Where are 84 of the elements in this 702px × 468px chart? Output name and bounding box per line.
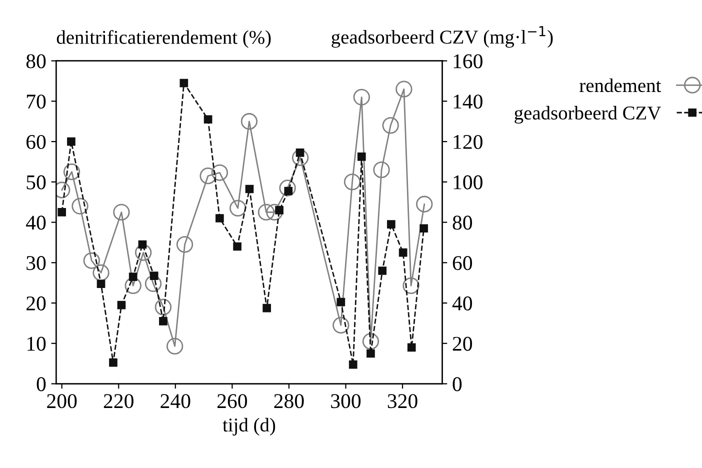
y2-tick-label: 40	[452, 296, 472, 310]
point	[216, 214, 224, 222]
point	[336, 298, 346, 306]
point	[398, 248, 408, 257]
y-tick-label: 10	[27, 336, 46, 351]
point	[233, 242, 242, 251]
point	[159, 317, 168, 326]
point	[266, 204, 283, 221]
point	[83, 252, 100, 269]
point	[420, 224, 428, 233]
point	[109, 358, 118, 367]
y2-tick-label: 60	[452, 256, 472, 270]
x-tick-label: 320	[388, 394, 418, 408]
y-tick-label: 40	[26, 216, 46, 230]
point	[154, 298, 172, 316]
point	[292, 149, 309, 166]
y2-axis-title: geadsorbeerd CZV (mg·l$^{−1}$)	[332, 26, 553, 48]
point	[396, 80, 412, 98]
point	[113, 204, 130, 221]
legend-label: geadsorbeerd CZV	[514, 106, 661, 124]
point	[373, 161, 390, 178]
point	[230, 200, 246, 217]
y-tick-label: 70	[26, 94, 46, 109]
point	[176, 236, 194, 253]
x-tick-label: 260	[217, 394, 248, 408]
y2-tick-label: 120	[454, 134, 482, 150]
point	[366, 349, 375, 358]
point	[348, 360, 358, 369]
y2-tick-label: 100	[454, 175, 482, 190]
point	[344, 174, 361, 190]
x-tick-label: 280	[274, 394, 304, 408]
x-tick-label: 200	[47, 394, 77, 408]
y-tick-label: 60	[26, 134, 46, 150]
point	[258, 204, 275, 221]
point	[402, 277, 420, 294]
point	[150, 272, 158, 280]
y-tick-label: 50	[26, 175, 46, 190]
point	[407, 343, 416, 352]
point	[124, 277, 142, 294]
point	[416, 196, 433, 212]
point	[58, 208, 66, 216]
point	[279, 180, 296, 196]
point	[63, 164, 80, 180]
point	[211, 164, 228, 181]
point	[200, 168, 216, 184]
y-tick-label: 80	[26, 54, 46, 68]
y-axis-title: denitrificatierendement (%)	[56, 30, 271, 48]
y2-tick-label: 160	[454, 54, 482, 68]
x-axis-title: tijd (d)	[222, 418, 276, 436]
point	[262, 304, 271, 312]
point	[353, 88, 370, 106]
point	[144, 275, 162, 292]
point	[67, 137, 76, 146]
point	[357, 152, 366, 161]
point	[180, 78, 188, 88]
point	[240, 113, 258, 130]
x-tick-label: 220	[104, 394, 134, 408]
point	[117, 300, 126, 310]
y2-tick-label: 80	[452, 216, 472, 230]
point	[382, 117, 399, 134]
point	[92, 264, 110, 282]
point	[166, 338, 184, 355]
point	[362, 333, 380, 350]
y2-tick-label: 20	[452, 336, 472, 351]
y-tick-label: 30	[26, 256, 46, 270]
y-tick-label: 20	[26, 296, 46, 310]
legend-label: rendement	[580, 78, 662, 92]
point	[72, 198, 88, 214]
y2-tick-label: 140	[454, 94, 482, 109]
point	[386, 220, 396, 228]
point	[204, 115, 212, 124]
point	[378, 266, 387, 275]
point	[128, 272, 138, 281]
point	[245, 184, 254, 194]
y-tick-label: 0	[36, 377, 46, 392]
x-tick-label: 300	[331, 394, 361, 408]
y2-tick-label: 0	[452, 377, 462, 392]
x-tick-label: 240	[160, 394, 190, 408]
point	[96, 280, 106, 288]
point	[138, 240, 147, 249]
point	[275, 206, 284, 214]
point	[296, 148, 304, 157]
point	[134, 244, 152, 261]
point	[332, 316, 350, 334]
